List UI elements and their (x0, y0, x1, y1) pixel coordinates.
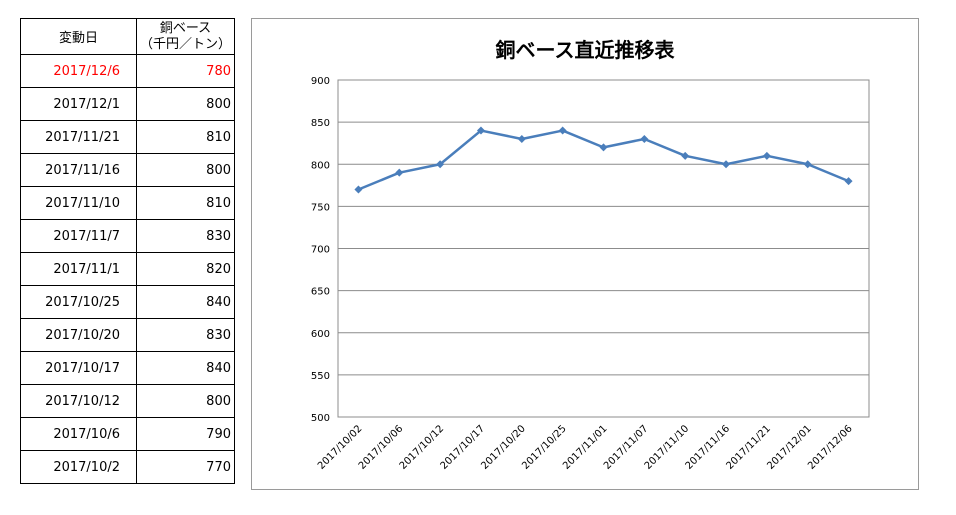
data-point (476, 126, 485, 135)
table-row: 2017/11/16 800 (20, 153, 235, 187)
cell-price: 810 (136, 186, 235, 220)
price-table: 変動日 銅ベース （千円／トン） 2017/12/6 780 2017/12/1 80… (20, 18, 235, 484)
cell-price: 840 (136, 351, 235, 385)
cell-price: 770 (136, 450, 235, 484)
table-row: 2017/11/1 820 (20, 252, 235, 286)
chart-title: 銅ベース直近推移表 (495, 38, 675, 62)
cell-price: 800 (136, 153, 235, 187)
cell-date: 2017/11/1 (20, 252, 137, 286)
table-row: 2017/10/20 830 (20, 318, 235, 352)
table-row: 2017/10/6 790 (20, 417, 235, 451)
data-point (681, 151, 690, 160)
cell-price: 790 (136, 417, 235, 451)
data-point (640, 134, 649, 143)
cell-price: 780 (136, 54, 235, 88)
table-row: 2017/10/12 800 (20, 384, 235, 418)
cell-date: 2017/11/10 (20, 186, 137, 220)
cell-price: 820 (136, 252, 235, 286)
data-point (517, 134, 526, 143)
y-tick-label: 600 (311, 329, 330, 340)
y-tick-label: 700 (311, 245, 330, 256)
cell-date: 2017/12/6 (20, 54, 137, 88)
cell-price: 810 (136, 120, 235, 154)
data-point (395, 168, 404, 177)
cell-date: 2017/10/2 (20, 450, 137, 484)
data-point (599, 143, 608, 152)
series-line (357, 129, 850, 191)
table-row: 2017/10/2 770 (20, 450, 235, 484)
data-point (558, 126, 567, 135)
table-row: 2017/12/1 800 (20, 87, 235, 121)
cell-date: 2017/10/25 (20, 285, 137, 319)
data-point (436, 160, 445, 169)
plot-area-border (337, 79, 870, 418)
header-price-line1: 銅ベース (159, 20, 212, 36)
y-tick-label: 850 (311, 118, 330, 129)
header-price: 銅ベース （千円／トン） (136, 18, 235, 55)
y-tick-label: 900 (311, 76, 330, 87)
table-row: 2017/10/25 840 (20, 285, 235, 319)
table-row: 2017/12/6 780 (20, 54, 235, 88)
y-tick-label: 550 (311, 371, 330, 382)
table-row: 2017/11/10 810 (20, 186, 235, 220)
line-chart: 5005506006507007508008509002017/10/02201… (311, 76, 870, 472)
cell-date: 2017/10/17 (20, 351, 137, 385)
y-tick-label: 500 (311, 413, 330, 424)
cell-price: 830 (136, 318, 235, 352)
table-row: 2017/11/21 810 (20, 120, 235, 154)
cell-date: 2017/12/1 (20, 87, 137, 121)
cell-date: 2017/10/20 (20, 318, 137, 352)
cell-date: 2017/11/16 (20, 153, 137, 187)
header-date: 変動日 (20, 18, 137, 55)
table-body: 2017/12/6 780 2017/12/1 800 2017/11/21 810 201… (20, 54, 235, 484)
table-row: 2017/10/17 840 (20, 351, 235, 385)
y-tick-label: 800 (311, 160, 330, 171)
data-point (844, 177, 853, 186)
cell-price: 800 (136, 384, 235, 418)
data-point (354, 185, 363, 194)
data-point (803, 160, 812, 169)
data-point (722, 160, 731, 169)
header-price-line2: （千円／トン） (139, 36, 231, 52)
table-header-row: 変動日 銅ベース （千円／トン） (20, 18, 235, 55)
cell-price: 800 (136, 87, 235, 121)
cell-date: 2017/11/7 (20, 219, 137, 253)
y-tick-label: 650 (311, 287, 330, 298)
cell-date: 2017/11/21 (20, 120, 137, 154)
cell-date: 2017/10/12 (20, 384, 137, 418)
cell-price: 830 (136, 219, 235, 253)
cell-price: 840 (136, 285, 235, 319)
cell-date: 2017/10/6 (20, 417, 137, 451)
y-tick-label: 750 (311, 202, 330, 213)
table-row: 2017/11/7 830 (20, 219, 235, 253)
x-tick-label: 2017/12/06 (806, 423, 855, 472)
chart-frame: 銅ベース直近推移表 500 550 600 650 700 750 800 850 900 201… (251, 18, 919, 490)
data-point (762, 151, 771, 160)
